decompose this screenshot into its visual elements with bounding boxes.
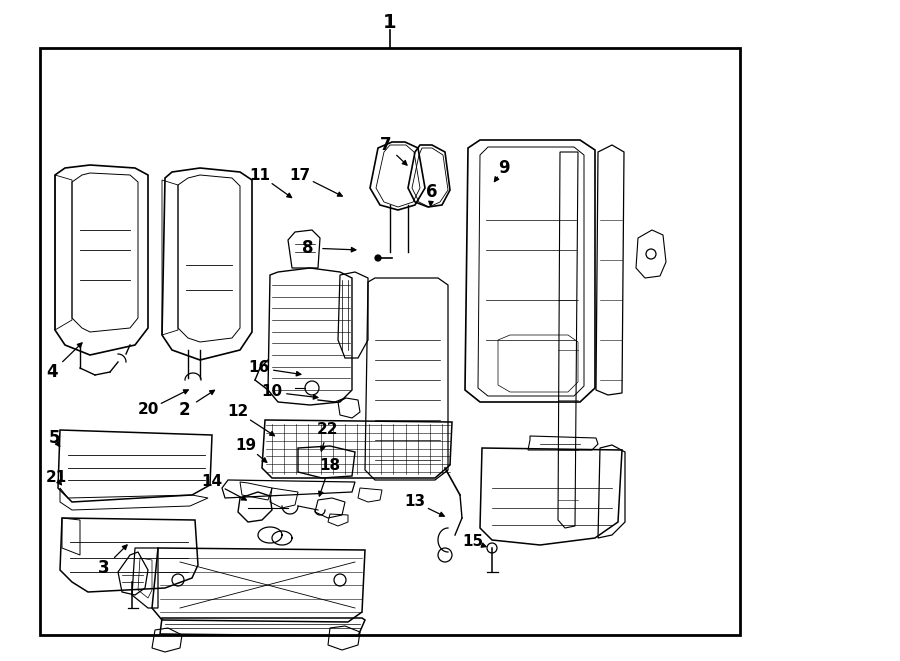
- Text: 6: 6: [427, 183, 437, 201]
- Bar: [40, 48, 740, 635]
- Text: 2: 2: [178, 401, 190, 419]
- Text: 3: 3: [98, 559, 110, 577]
- Text: 11: 11: [249, 167, 271, 182]
- Text: 9: 9: [499, 159, 509, 177]
- Text: 7: 7: [380, 136, 392, 154]
- Text: 12: 12: [228, 405, 248, 420]
- Text: 5: 5: [49, 429, 59, 447]
- Text: 21: 21: [45, 471, 67, 485]
- Text: 1: 1: [383, 13, 397, 32]
- Text: 14: 14: [202, 475, 222, 490]
- Text: 22: 22: [317, 422, 338, 438]
- Text: 17: 17: [290, 167, 310, 182]
- Text: 20: 20: [138, 403, 158, 418]
- Text: 18: 18: [320, 457, 340, 473]
- Text: 13: 13: [404, 494, 426, 510]
- Text: 15: 15: [463, 535, 483, 549]
- Text: 16: 16: [248, 360, 270, 375]
- Text: 4: 4: [46, 363, 58, 381]
- Circle shape: [375, 255, 381, 261]
- Text: 8: 8: [302, 239, 314, 257]
- Text: 10: 10: [261, 385, 283, 399]
- Text: 19: 19: [236, 438, 256, 453]
